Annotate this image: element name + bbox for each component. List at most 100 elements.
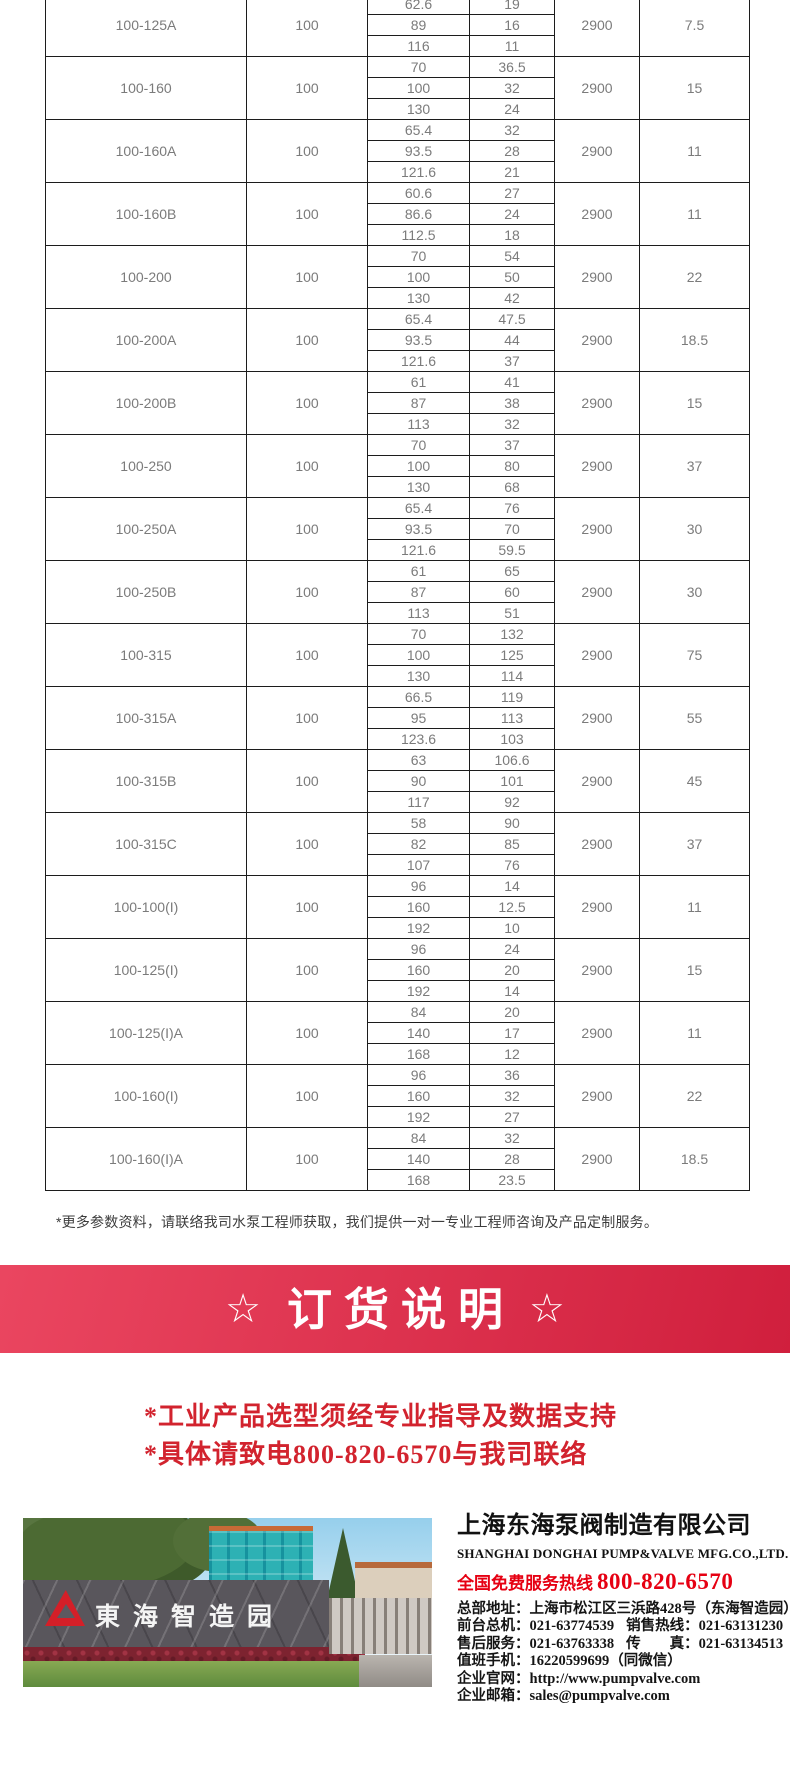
contact-value: 021-63774539	[529, 1618, 615, 1635]
factory-gate	[329, 1598, 432, 1654]
spec-sub-row: 192 10	[46, 917, 750, 939]
contact-info-segment: 总部地址：上海市松江区三浜路428号（东海智造园）	[457, 1601, 790, 1617]
contact-info-segment: 前台总机：021-63774539	[457, 1618, 614, 1634]
contact-info-segment[interactable]: 企业邮箱：sales@pumpvalve.com	[457, 1688, 670, 1704]
spec-sub-row: 100-160B 100 60.6 27 2900 11	[45, 182, 750, 246]
head-cell: 32	[469, 1127, 555, 1149]
flow-cell: 65.4	[367, 119, 470, 141]
model-cell: 100-250	[45, 434, 247, 498]
flow-cell: 140	[367, 1022, 470, 1044]
spec-sub-row: 100-160(I)A 100 84 32 2900 18.5	[45, 1127, 750, 1191]
driveway	[359, 1655, 432, 1687]
head-cell: 103	[469, 728, 555, 750]
head-cell: 12.5	[469, 896, 555, 918]
flow-cell: 140	[367, 1148, 470, 1170]
spec-sub-row: 168 23.5	[46, 1169, 750, 1191]
power-cell: 11	[639, 875, 750, 939]
head-cell: 24	[469, 938, 555, 960]
contact-link[interactable]: sales@pumpvalve.com	[529, 1688, 670, 1705]
speed-cell: 2900	[554, 0, 640, 57]
spec-sub-row: 168 12	[46, 1043, 750, 1065]
contact-label: 销售热线：	[626, 1618, 699, 1635]
flow-cell: 192	[367, 980, 470, 1002]
model-cell: 100-250B	[45, 560, 247, 624]
speed-cell: 2900	[554, 875, 640, 939]
flow-cell: 96	[367, 938, 470, 960]
model-cell: 100-160B	[45, 182, 247, 246]
hotline-label: 全国免费服务热线	[457, 1574, 593, 1593]
speed-cell: 2900	[554, 686, 640, 750]
contact-label: 售后服务：	[457, 1635, 530, 1652]
head-cell: 101	[469, 770, 555, 792]
photo-caption: 東海智造园	[95, 1603, 286, 1631]
spec-sub-row: 86.6 24	[46, 203, 750, 225]
diameter-cell: 100	[246, 749, 368, 813]
power-cell: 22	[639, 245, 750, 309]
head-cell: 51	[469, 602, 555, 624]
head-cell: 36.5	[469, 56, 555, 78]
flow-cell: 65.4	[367, 497, 470, 519]
head-cell: 92	[469, 791, 555, 813]
star-icon: ☆	[529, 1287, 565, 1331]
flow-cell: 87	[367, 392, 470, 414]
contact-info-line: 售后服务：021-63763338 传 真：021-63134513	[457, 1635, 783, 1653]
speed-cell: 2900	[554, 497, 640, 561]
flow-cell: 130	[367, 476, 470, 498]
diameter-cell: 100	[246, 938, 368, 1002]
flow-cell: 96	[367, 1064, 470, 1086]
flow-cell: 66.5	[367, 686, 470, 708]
flow-cell: 192	[367, 1106, 470, 1128]
head-cell: 60	[469, 581, 555, 603]
head-cell: 21	[469, 161, 555, 183]
power-cell: 30	[639, 497, 750, 561]
spec-sub-row: 113 51	[46, 602, 750, 624]
spec-sub-row: 100-200 100 70 54 2900 22	[45, 245, 750, 309]
contact-info-line: 企业邮箱：sales@pumpvalve.com	[457, 1688, 767, 1705]
head-cell: 24	[469, 203, 555, 225]
contact-label: 总部地址：	[457, 1601, 530, 1617]
speed-cell: 2900	[554, 623, 640, 687]
contact-link[interactable]: http://www.pumpvalve.com	[529, 1670, 701, 1687]
flow-cell: 117	[367, 791, 470, 813]
flow-cell: 100	[367, 77, 470, 99]
diameter-cell: 100	[246, 56, 368, 120]
head-cell: 27	[469, 1106, 555, 1128]
flow-cell: 113	[367, 602, 470, 624]
speed-cell: 2900	[554, 1064, 640, 1128]
head-cell: 20	[469, 959, 555, 981]
head-cell: 54	[469, 245, 555, 267]
flow-cell: 70	[367, 623, 470, 645]
flow-cell: 90	[367, 770, 470, 792]
head-cell: 70	[469, 518, 555, 540]
contact-value: 上海市松江区三浜路428号（东海智造园）	[529, 1601, 790, 1617]
diameter-cell: 100	[246, 182, 368, 246]
head-cell: 32	[469, 77, 555, 99]
spec-sub-row: 100-160A 100 65.4 32 2900 11	[45, 119, 750, 183]
flow-cell: 121.6	[367, 350, 470, 372]
flow-cell: 116	[367, 35, 470, 57]
flow-cell: 130	[367, 98, 470, 120]
spec-sub-row: 93.5 70	[46, 518, 750, 540]
speed-cell: 2900	[554, 308, 640, 372]
spec-sub-row: 100 32	[46, 77, 750, 99]
pump-spec-table: 100-125A 100 62.6 19 2900 7.5 89 16 116 11 100-160…	[45, 0, 750, 1191]
spec-sub-row: 100-315A 100 66.5 119 2900 55	[45, 686, 750, 750]
star-icon: ☆	[225, 1287, 261, 1331]
spec-table-section: 100-125A 100 62.6 19 2900 7.5 89 16 116 11 100-160…	[45, 0, 750, 1191]
diameter-cell: 100	[246, 0, 368, 57]
power-cell: 55	[639, 686, 750, 750]
speed-cell: 2900	[554, 434, 640, 498]
flow-cell: 95	[367, 707, 470, 729]
head-cell: 19	[469, 0, 555, 15]
speed-cell: 2900	[554, 56, 640, 120]
head-cell: 76	[469, 854, 555, 876]
flow-cell: 168	[367, 1043, 470, 1065]
power-cell: 37	[639, 434, 750, 498]
marble-sign-wall: 東海智造园	[23, 1580, 329, 1656]
flow-cell: 123.6	[367, 728, 470, 750]
spec-sub-row: 100-125(I) 100 96 24 2900 15	[45, 938, 750, 1002]
spec-sub-row: 100-250A 100 65.4 76 2900 30	[45, 497, 750, 561]
flow-cell: 168	[367, 1169, 470, 1191]
contact-info-segment[interactable]: 企业官网：http://www.pumpvalve.com	[457, 1671, 700, 1687]
speed-cell: 2900	[554, 812, 640, 876]
